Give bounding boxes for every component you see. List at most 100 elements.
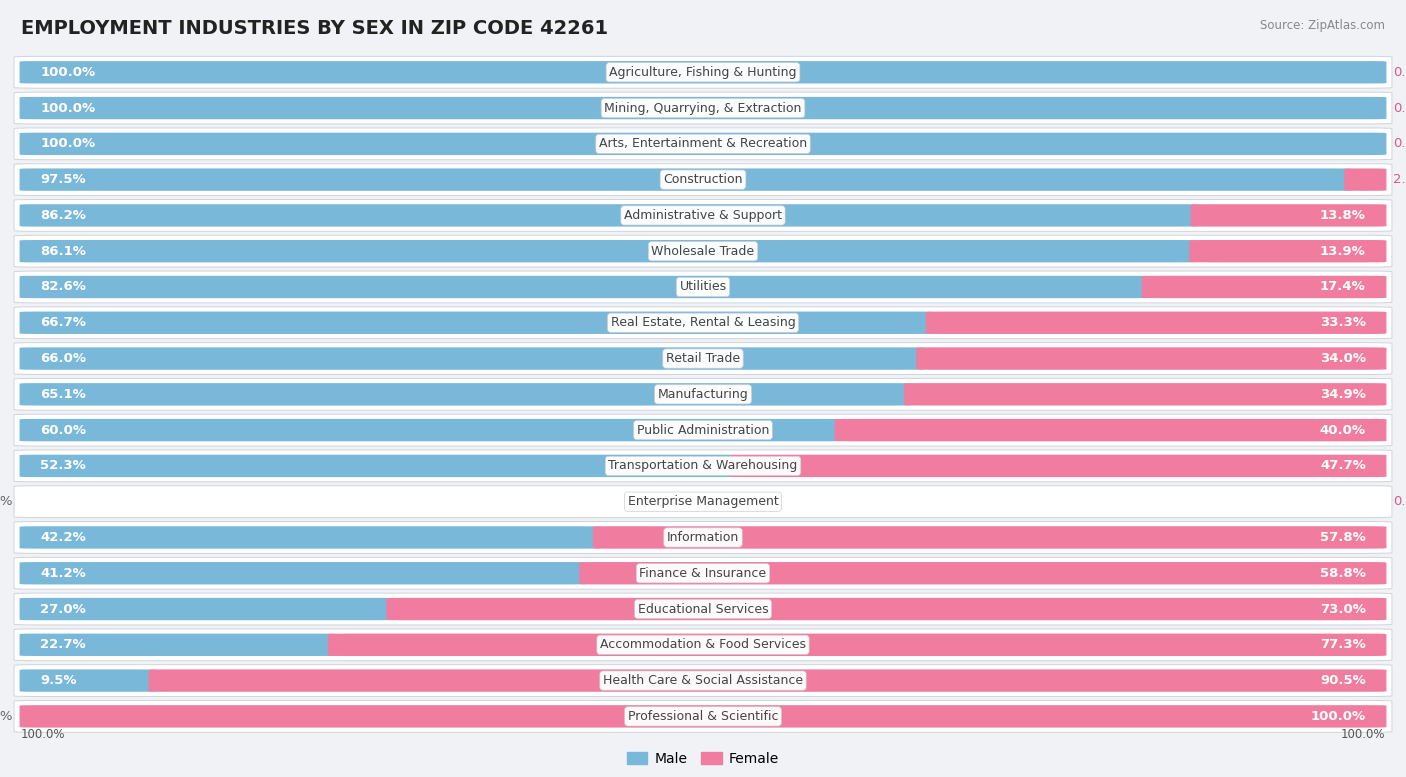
Text: 0.0%: 0.0% (1393, 495, 1406, 508)
FancyBboxPatch shape (14, 235, 1392, 267)
Text: Health Care & Social Assistance: Health Care & Social Assistance (603, 674, 803, 687)
FancyBboxPatch shape (20, 204, 1199, 227)
FancyBboxPatch shape (20, 133, 1386, 155)
Text: Mining, Quarrying, & Extraction: Mining, Quarrying, & Extraction (605, 102, 801, 114)
Text: 86.1%: 86.1% (41, 245, 86, 258)
Text: Finance & Insurance: Finance & Insurance (640, 566, 766, 580)
Text: 34.0%: 34.0% (1320, 352, 1365, 365)
Text: 40.0%: 40.0% (1320, 423, 1365, 437)
FancyBboxPatch shape (14, 271, 1392, 303)
FancyBboxPatch shape (20, 526, 602, 549)
FancyBboxPatch shape (14, 450, 1392, 482)
Text: Construction: Construction (664, 173, 742, 186)
FancyBboxPatch shape (20, 61, 1386, 83)
FancyBboxPatch shape (14, 92, 1392, 124)
Text: 0.0%: 0.0% (1393, 102, 1406, 114)
FancyBboxPatch shape (14, 57, 1392, 89)
FancyBboxPatch shape (14, 378, 1392, 410)
Text: 34.9%: 34.9% (1320, 388, 1365, 401)
FancyBboxPatch shape (14, 486, 1392, 517)
FancyBboxPatch shape (20, 383, 912, 406)
Text: Arts, Entertainment & Recreation: Arts, Entertainment & Recreation (599, 138, 807, 150)
Text: Transportation & Warehousing: Transportation & Warehousing (609, 459, 797, 472)
Text: Accommodation & Food Services: Accommodation & Food Services (600, 639, 806, 651)
Text: EMPLOYMENT INDUSTRIES BY SEX IN ZIP CODE 42261: EMPLOYMENT INDUSTRIES BY SEX IN ZIP CODE… (21, 19, 609, 38)
FancyBboxPatch shape (14, 414, 1392, 446)
Text: 90.5%: 90.5% (1320, 674, 1365, 687)
Text: 9.5%: 9.5% (41, 674, 77, 687)
Text: Agriculture, Fishing & Hunting: Agriculture, Fishing & Hunting (609, 66, 797, 78)
Text: 77.3%: 77.3% (1320, 639, 1365, 651)
Text: 13.9%: 13.9% (1320, 245, 1365, 258)
FancyBboxPatch shape (1191, 204, 1386, 227)
FancyBboxPatch shape (14, 521, 1392, 553)
Text: 57.8%: 57.8% (1320, 531, 1365, 544)
FancyBboxPatch shape (20, 419, 844, 441)
FancyBboxPatch shape (20, 562, 588, 584)
FancyBboxPatch shape (917, 347, 1386, 370)
Text: Administrative & Support: Administrative & Support (624, 209, 782, 222)
Text: Professional & Scientific: Professional & Scientific (627, 710, 779, 723)
Text: 100.0%: 100.0% (41, 102, 96, 114)
FancyBboxPatch shape (20, 240, 1198, 263)
Text: Public Administration: Public Administration (637, 423, 769, 437)
FancyBboxPatch shape (14, 664, 1392, 696)
FancyBboxPatch shape (20, 312, 934, 334)
FancyBboxPatch shape (579, 562, 1386, 584)
FancyBboxPatch shape (14, 557, 1392, 589)
Text: 13.8%: 13.8% (1320, 209, 1365, 222)
Text: Information: Information (666, 531, 740, 544)
FancyBboxPatch shape (20, 633, 336, 656)
FancyBboxPatch shape (14, 164, 1392, 196)
Text: 2.5%: 2.5% (1393, 173, 1406, 186)
Text: 100.0%: 100.0% (41, 66, 96, 78)
FancyBboxPatch shape (20, 670, 157, 692)
FancyBboxPatch shape (14, 128, 1392, 160)
FancyBboxPatch shape (925, 312, 1386, 334)
FancyBboxPatch shape (387, 598, 1386, 620)
Text: 41.2%: 41.2% (41, 566, 86, 580)
FancyBboxPatch shape (14, 700, 1392, 732)
FancyBboxPatch shape (20, 598, 395, 620)
Text: 66.0%: 66.0% (41, 352, 86, 365)
FancyBboxPatch shape (904, 383, 1386, 406)
FancyBboxPatch shape (14, 307, 1392, 339)
Text: 47.7%: 47.7% (1320, 459, 1365, 472)
Text: Source: ZipAtlas.com: Source: ZipAtlas.com (1260, 19, 1385, 33)
FancyBboxPatch shape (835, 419, 1386, 441)
Text: Wholesale Trade: Wholesale Trade (651, 245, 755, 258)
Text: 0.0%: 0.0% (1393, 138, 1406, 150)
Text: 0.0%: 0.0% (0, 495, 13, 508)
Text: 100.0%: 100.0% (21, 729, 66, 741)
FancyBboxPatch shape (20, 455, 738, 477)
Text: 0.0%: 0.0% (0, 710, 13, 723)
FancyBboxPatch shape (14, 593, 1392, 625)
FancyBboxPatch shape (1142, 276, 1386, 298)
Text: Real Estate, Rental & Leasing: Real Estate, Rental & Leasing (610, 316, 796, 329)
Text: 42.2%: 42.2% (41, 531, 86, 544)
Text: Educational Services: Educational Services (638, 602, 768, 615)
FancyBboxPatch shape (14, 629, 1392, 660)
Text: 100.0%: 100.0% (1310, 710, 1365, 723)
FancyBboxPatch shape (20, 347, 925, 370)
FancyBboxPatch shape (1344, 169, 1386, 191)
FancyBboxPatch shape (20, 169, 1353, 191)
Text: 22.7%: 22.7% (41, 639, 86, 651)
Text: 97.5%: 97.5% (41, 173, 86, 186)
FancyBboxPatch shape (14, 343, 1392, 375)
FancyBboxPatch shape (20, 706, 1386, 727)
Text: Utilities: Utilities (679, 280, 727, 294)
Text: 58.8%: 58.8% (1320, 566, 1365, 580)
Text: 100.0%: 100.0% (1340, 729, 1385, 741)
FancyBboxPatch shape (14, 200, 1392, 232)
Text: 27.0%: 27.0% (41, 602, 86, 615)
FancyBboxPatch shape (1189, 240, 1386, 263)
FancyBboxPatch shape (730, 455, 1386, 477)
Text: Retail Trade: Retail Trade (666, 352, 740, 365)
Text: 33.3%: 33.3% (1320, 316, 1365, 329)
Text: 66.7%: 66.7% (41, 316, 86, 329)
Text: 86.2%: 86.2% (41, 209, 86, 222)
Text: 17.4%: 17.4% (1320, 280, 1365, 294)
FancyBboxPatch shape (328, 633, 1386, 656)
Text: 0.0%: 0.0% (1393, 66, 1406, 78)
